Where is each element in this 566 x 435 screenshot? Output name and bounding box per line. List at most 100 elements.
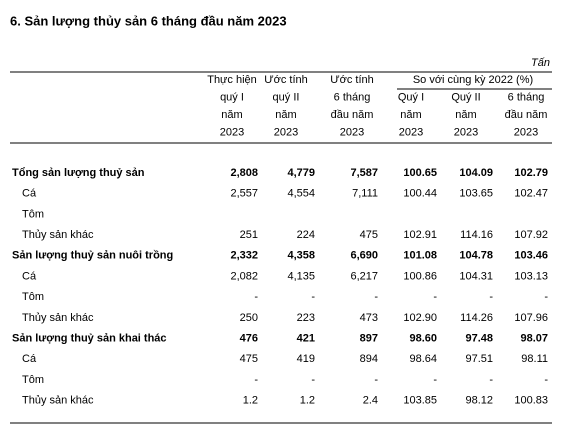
cell: 251 bbox=[240, 229, 258, 241]
cell: - bbox=[374, 374, 378, 386]
column-header: 6 tháng bbox=[508, 91, 545, 103]
cell: 223 bbox=[297, 312, 315, 324]
title: 6. Sản lượng thủy sản 6 tháng đầu năm 20… bbox=[10, 13, 287, 28]
row-label: Tôm bbox=[22, 374, 44, 386]
cell: 419 bbox=[297, 353, 315, 365]
cell: 100.44 bbox=[403, 188, 437, 200]
cell: 104.78 bbox=[459, 250, 493, 262]
cell: 100.86 bbox=[403, 270, 437, 282]
cell: - bbox=[489, 374, 493, 386]
row-label: Cá bbox=[22, 188, 37, 200]
cell: 476 bbox=[240, 333, 258, 345]
column-header: đầu năm bbox=[505, 109, 548, 121]
cell: - bbox=[489, 291, 493, 303]
cell: 98.11 bbox=[521, 353, 548, 365]
column-header: 2023 bbox=[220, 126, 244, 138]
cell: 102.91 bbox=[403, 229, 437, 241]
cell: 4,554 bbox=[287, 188, 315, 200]
cell: 103.13 bbox=[514, 270, 548, 282]
cell: - bbox=[254, 374, 258, 386]
column-header: 2023 bbox=[514, 126, 538, 138]
cell: 100.65 bbox=[403, 167, 437, 179]
column-header: năm bbox=[275, 109, 296, 121]
cell: 103.46 bbox=[514, 250, 548, 262]
cell: 250 bbox=[240, 312, 258, 324]
cell: 102.79 bbox=[514, 167, 548, 179]
column-header: đầu năm bbox=[331, 109, 374, 121]
cell: 4,135 bbox=[287, 270, 315, 282]
column-header: 2023 bbox=[399, 126, 423, 138]
column-header: năm bbox=[221, 109, 242, 121]
cell: 98.12 bbox=[465, 395, 493, 407]
cell: 473 bbox=[360, 312, 378, 324]
column-header: quý II bbox=[273, 91, 300, 103]
row-label: Cá bbox=[22, 353, 37, 365]
cell: 103.65 bbox=[459, 188, 493, 200]
column-header: Ước tính bbox=[330, 74, 374, 86]
cell: - bbox=[544, 291, 548, 303]
row-label: Tổng sản lượng thuỷ sản bbox=[12, 167, 145, 179]
cell: 897 bbox=[360, 333, 378, 345]
cell: 4,779 bbox=[287, 167, 315, 179]
cell: - bbox=[433, 374, 437, 386]
cell: 2,332 bbox=[230, 250, 258, 262]
cell: - bbox=[544, 374, 548, 386]
cell: 4,358 bbox=[287, 250, 315, 262]
row-label: Thủy sản khác bbox=[22, 229, 94, 241]
column-header: Ước tính bbox=[264, 74, 308, 86]
cell: 100.83 bbox=[514, 395, 548, 407]
cell: 421 bbox=[297, 333, 315, 345]
row-label: Tôm bbox=[22, 291, 44, 303]
cell: 104.31 bbox=[459, 270, 493, 282]
cell: 102.47 bbox=[514, 188, 548, 200]
column-header: 2023 bbox=[340, 126, 364, 138]
cell: 107.96 bbox=[514, 312, 548, 324]
cell: 7,111 bbox=[352, 188, 378, 200]
column-header: Quý II bbox=[451, 91, 480, 103]
cell: 475 bbox=[240, 353, 258, 365]
cell: 98.60 bbox=[409, 333, 437, 345]
column-header: 2023 bbox=[454, 126, 478, 138]
row-label: Cá bbox=[22, 270, 37, 282]
column-header: quý I bbox=[220, 91, 244, 103]
cell: 1.2 bbox=[300, 395, 315, 407]
group-header: So với cùng kỳ 2022 (%) bbox=[413, 74, 533, 86]
cell: 1.2 bbox=[243, 395, 258, 407]
cell: 97.51 bbox=[465, 353, 493, 365]
column-header: năm bbox=[455, 109, 476, 121]
cell: - bbox=[311, 291, 315, 303]
cell: 6,217 bbox=[350, 270, 378, 282]
column-header: 6 tháng bbox=[334, 91, 371, 103]
cell: 475 bbox=[360, 229, 378, 241]
cell: 101.08 bbox=[403, 250, 437, 262]
column-header: Quý I bbox=[398, 91, 424, 103]
cell: - bbox=[433, 291, 437, 303]
row-label: Thủy sản khác bbox=[22, 395, 94, 407]
cell: 102.90 bbox=[403, 312, 437, 324]
cell: 224 bbox=[297, 229, 315, 241]
cell: 98.64 bbox=[409, 353, 437, 365]
cell: - bbox=[374, 291, 378, 303]
cell: 2,808 bbox=[230, 167, 258, 179]
cell: 894 bbox=[360, 353, 378, 365]
cell: 97.48 bbox=[465, 333, 493, 345]
cell: 114.26 bbox=[460, 312, 493, 324]
column-header: 2023 bbox=[274, 126, 298, 138]
cell: 98.07 bbox=[520, 333, 548, 345]
cell: 103.85 bbox=[403, 395, 437, 407]
cell: 104.09 bbox=[459, 167, 493, 179]
cell: 114.16 bbox=[460, 229, 493, 241]
cell: 2,557 bbox=[230, 188, 258, 200]
cell: 2.4 bbox=[363, 395, 378, 407]
row-label: Sản lượng thuỷ sản nuôi trồng bbox=[12, 250, 173, 262]
cell: 6,690 bbox=[350, 250, 378, 262]
row-label: Thủy sản khác bbox=[22, 312, 94, 324]
cell: 7,587 bbox=[350, 167, 378, 179]
cell: 107.92 bbox=[514, 229, 548, 241]
cell: 2,082 bbox=[230, 270, 258, 282]
column-header: Thực hiện bbox=[207, 74, 257, 86]
cell: - bbox=[254, 291, 258, 303]
column-header: năm bbox=[400, 109, 421, 121]
cell: - bbox=[311, 374, 315, 386]
